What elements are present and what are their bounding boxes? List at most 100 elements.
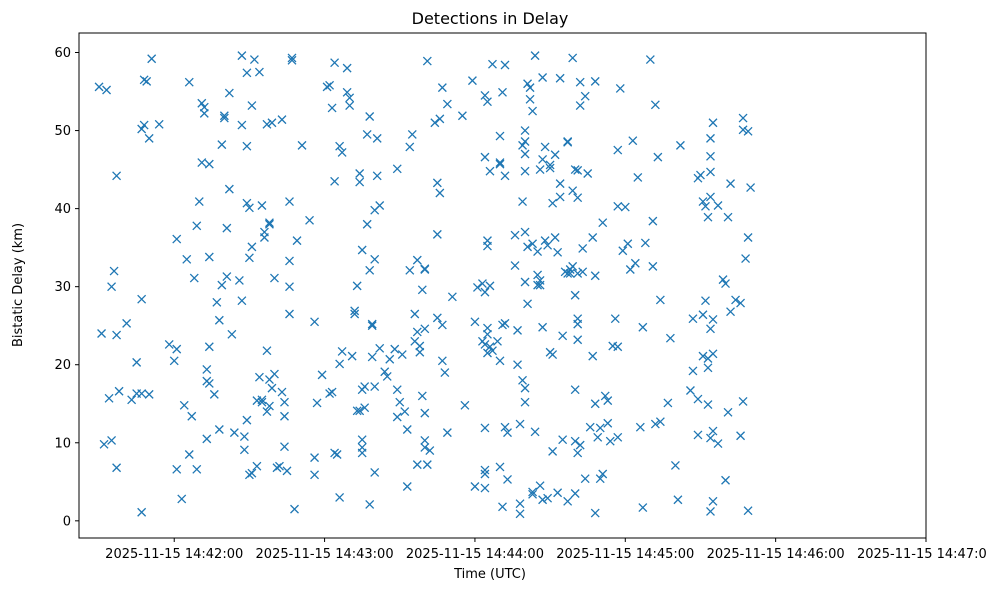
data-point	[122, 318, 132, 328]
data-point	[139, 120, 149, 130]
data-point	[518, 375, 528, 385]
data-point	[480, 152, 490, 162]
data-point	[535, 481, 545, 491]
data-point	[738, 113, 748, 123]
data-point	[530, 51, 540, 61]
data-point	[470, 482, 480, 491]
data-point	[342, 87, 352, 97]
data-point	[392, 164, 402, 174]
data-point	[144, 389, 154, 399]
data-point	[244, 253, 254, 263]
data-point	[209, 389, 219, 399]
data-point	[515, 419, 525, 429]
data-point	[548, 350, 558, 360]
data-point	[498, 87, 507, 97]
data-point	[533, 280, 543, 290]
data-point	[575, 101, 585, 111]
data-point	[335, 492, 345, 502]
data-point	[254, 372, 264, 382]
data-point	[698, 351, 708, 361]
data-point	[285, 197, 294, 207]
y-axis-label: Bistatic Delay (km)	[11, 223, 26, 347]
data-point	[578, 267, 588, 277]
data-point	[420, 435, 430, 445]
data-point	[310, 317, 320, 327]
data-point	[500, 318, 510, 328]
data-point	[139, 75, 149, 85]
data-point	[217, 140, 227, 150]
data-point	[109, 266, 119, 276]
data-point	[270, 369, 279, 379]
data-point	[533, 270, 543, 280]
data-point	[192, 221, 202, 231]
data-point	[437, 83, 447, 93]
data-point	[107, 435, 117, 445]
data-point	[99, 439, 109, 449]
data-point	[412, 327, 422, 337]
data-point	[540, 236, 550, 246]
data-point	[620, 202, 630, 212]
data-point	[194, 197, 204, 207]
data-point	[500, 171, 510, 181]
data-point	[335, 359, 345, 369]
data-point	[706, 324, 715, 334]
data-point	[520, 149, 530, 159]
data-point	[372, 171, 382, 181]
data-point	[701, 201, 710, 211]
data-point	[731, 295, 741, 305]
data-point	[147, 54, 157, 64]
data-point	[480, 469, 490, 479]
data-point	[222, 223, 232, 233]
data-point	[112, 330, 122, 340]
data-point	[533, 247, 543, 257]
data-point	[237, 51, 247, 61]
data-point	[575, 440, 585, 450]
data-point	[495, 131, 505, 141]
data-point	[598, 469, 608, 479]
data-point	[372, 133, 382, 143]
data-point	[310, 453, 320, 463]
data-point	[623, 239, 633, 249]
data-point	[227, 329, 237, 339]
data-point	[570, 385, 580, 395]
data-point	[204, 159, 214, 169]
data-point	[703, 212, 713, 222]
data-point	[585, 422, 595, 432]
data-point	[698, 310, 708, 320]
data-point	[287, 53, 297, 63]
data-point	[337, 346, 347, 356]
chart-title: Detections in Delay	[412, 9, 569, 28]
data-point	[164, 339, 174, 349]
data-point	[488, 346, 497, 356]
data-point	[94, 82, 104, 92]
data-point	[267, 118, 277, 128]
data-point	[590, 271, 600, 281]
data-point	[184, 77, 194, 87]
data-point	[264, 219, 274, 229]
data-point	[325, 80, 335, 90]
data-point	[538, 154, 548, 164]
data-point	[588, 233, 598, 242]
data-point	[365, 499, 375, 509]
data-point	[701, 296, 710, 306]
data-point	[605, 436, 615, 446]
data-point	[224, 88, 234, 98]
data-point	[420, 265, 430, 274]
data-point	[500, 422, 510, 432]
data-point	[520, 166, 530, 176]
data-point	[523, 242, 533, 252]
data-point	[498, 502, 507, 512]
data-point	[495, 159, 505, 169]
data-point	[114, 386, 124, 396]
data-point	[219, 113, 229, 123]
data-point	[538, 73, 548, 82]
data-point	[520, 126, 530, 136]
data-point	[726, 179, 735, 189]
data-point	[104, 393, 114, 403]
data-point	[357, 245, 367, 255]
data-point	[327, 387, 337, 397]
data-point	[580, 474, 590, 484]
data-point	[342, 63, 352, 73]
data-point	[515, 509, 525, 519]
